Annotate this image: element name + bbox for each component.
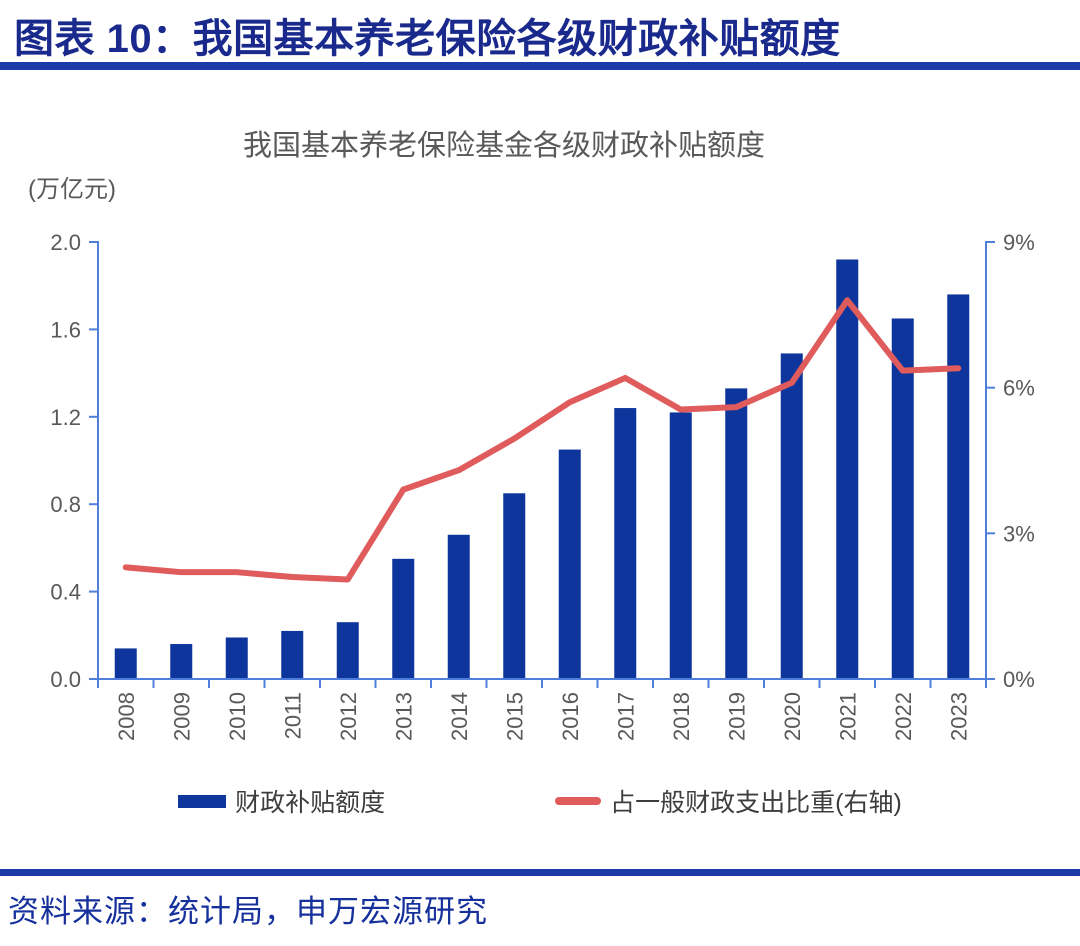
chart-legend: 财政补贴额度 占一般财政支出比重(右轴) (0, 783, 1080, 819)
bar-2009 (170, 644, 193, 679)
x-label-2013: 2013 (391, 692, 416, 741)
x-label-2017: 2017 (613, 692, 638, 741)
line-series (122, 297, 962, 583)
left-tick-label: 2.0 (50, 230, 81, 255)
x-label-2019: 2019 (724, 692, 749, 741)
bar-2010 (225, 637, 248, 679)
left-tick-label: 1.6 (50, 317, 81, 342)
bar-2021 (836, 259, 859, 679)
right-tick-label: 6% (1003, 376, 1035, 401)
right-tick-label: 0% (1003, 667, 1035, 692)
x-label-2018: 2018 (669, 692, 694, 741)
chart-title: 我国基本养老保险基金各级财政补贴额度 (243, 129, 765, 162)
right-tick-label: 3% (1003, 521, 1035, 546)
left-tick-label: 0.4 (50, 580, 81, 605)
x-label-2021: 2021 (835, 692, 860, 741)
right-axis-ticks: 0% 3% 6% 9% (985, 230, 1035, 692)
right-tick-label: 9% (1003, 230, 1035, 255)
source-text: 资料来源：统计局，申万宏源研究 (8, 894, 488, 929)
subsidy-chart: 我国基本养老保险基金各级财政补贴额度 (万亿元) 0.0 0.4 0.8 1.2 1.6… (28, 129, 1035, 741)
left-tick-label: 1.2 (50, 405, 81, 430)
x-label-2009: 2009 (169, 692, 194, 741)
legend-item-ratio: 占一般财政支出比重(右轴) (555, 783, 902, 819)
x-label-2020: 2020 (780, 692, 805, 741)
figure-title: 图表 10：我国基本养老保险各级财政补贴额度 (14, 17, 841, 61)
bar-2018 (669, 412, 692, 679)
bar-2023 (947, 294, 970, 679)
x-label-2008: 2008 (114, 692, 139, 741)
x-axis-labels: 2008 2009 2010 2011 2012 2013 2014 2015 2016 2017… (114, 692, 972, 741)
x-label-2023: 2023 (946, 692, 971, 741)
x-label-2012: 2012 (336, 692, 361, 741)
legend-line-swatch (555, 797, 602, 805)
bar-2016 (558, 449, 581, 679)
bar-2008 (114, 648, 137, 679)
x-label-2014: 2014 (447, 692, 472, 741)
x-label-2011: 2011 (280, 692, 305, 739)
bar-2017 (614, 408, 637, 679)
left-axis-unit-label: (万亿元) (28, 176, 116, 203)
legend-label-subsidy: 财政补贴额度 (235, 789, 386, 817)
bar-series (114, 259, 970, 679)
legend-bar-swatch (178, 794, 227, 808)
bar-2015 (503, 493, 526, 679)
legend-item-subsidy: 财政补贴额度 (178, 783, 385, 819)
left-tick-label: 0.0 (50, 667, 81, 692)
bar-2013 (392, 558, 415, 679)
bar-2011 (281, 630, 304, 679)
bar-2012 (336, 622, 359, 679)
x-label-2010: 2010 (225, 692, 250, 741)
x-label-2022: 2022 (891, 692, 916, 741)
bar-2020 (780, 353, 803, 679)
bar-2022 (891, 318, 914, 679)
x-label-2016: 2016 (558, 692, 583, 741)
top-divider (0, 62, 1080, 70)
x-label-2015: 2015 (502, 692, 527, 741)
bar-2014 (447, 534, 470, 679)
legend-label-ratio: 占一般财政支出比重(右轴) (610, 789, 902, 817)
bar-2019 (725, 388, 748, 679)
left-axis-ticks: 0.0 0.4 0.8 1.2 1.6 2.0 (50, 230, 99, 692)
bottom-divider (0, 869, 1080, 876)
x-axis-ticks (97, 679, 987, 688)
ratio-line (122, 297, 962, 583)
left-tick-label: 0.8 (50, 492, 81, 517)
